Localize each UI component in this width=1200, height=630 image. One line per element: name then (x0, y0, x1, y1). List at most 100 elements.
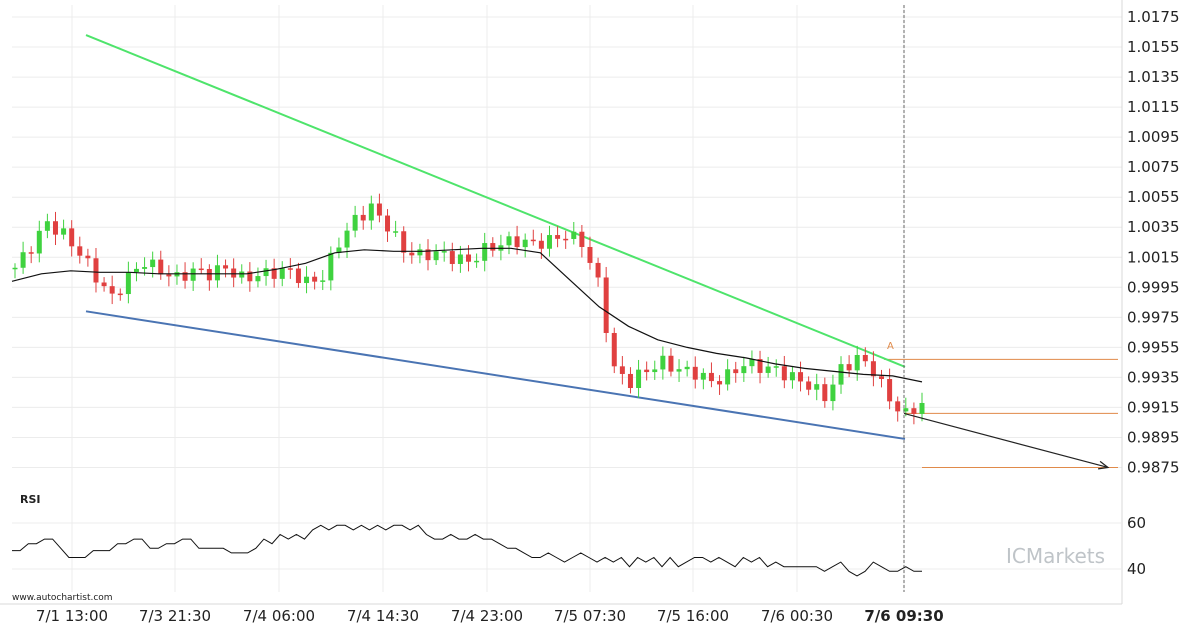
candle-body (506, 236, 512, 246)
candle-body (344, 230, 350, 248)
candle-body (441, 251, 447, 253)
candle-body (692, 366, 698, 380)
candle-body (166, 274, 172, 277)
rsi-panel: 60 40 (12, 514, 1146, 578)
y-tick-label: 0.9975 (1127, 308, 1180, 326)
watermark-brand: ICMarkets (1006, 544, 1105, 568)
candle-body (368, 203, 374, 221)
candle-body (733, 369, 739, 374)
candle-body (765, 366, 771, 373)
candle-body (563, 238, 569, 241)
candle-body (295, 268, 301, 284)
forecast-arrowhead (1098, 460, 1110, 470)
x-axis-ticks: 7/1 13:00 7/3 21:30 7/4 06:00 7/4 14:30 7/4 … (36, 607, 944, 625)
candle-body (417, 249, 423, 256)
candle-body (142, 267, 148, 269)
candle-body (304, 276, 310, 284)
candle-body (433, 251, 439, 261)
candle-body (158, 259, 164, 275)
candle-body (538, 240, 544, 249)
x-tick-label: 7/4 23:00 (451, 607, 523, 625)
candle-body (571, 231, 577, 239)
y-tick-label: 0.9955 (1127, 338, 1180, 356)
candle-body (190, 268, 196, 281)
candle-body (312, 276, 318, 282)
candle-body (789, 372, 795, 381)
candle-body (239, 271, 245, 278)
candle-body (409, 252, 415, 256)
y-tick-label: 0.9895 (1127, 428, 1180, 446)
candle-body (150, 259, 156, 268)
candle-body (781, 366, 787, 381)
candle-body (287, 268, 293, 270)
y-tick-label: 0.9875 (1127, 458, 1180, 476)
candle-body (44, 221, 50, 231)
candle-body (336, 247, 342, 253)
candle-body (741, 366, 747, 374)
y-tick-label: 1.0175 (1127, 8, 1180, 26)
candle-body (546, 235, 552, 249)
x-tick-label: 7/5 16:00 (657, 607, 729, 625)
y-tick-label: 1.0055 (1127, 188, 1180, 206)
candle-body (514, 236, 520, 248)
candle-body (263, 268, 269, 277)
candle-body (255, 276, 261, 282)
x-tick-label: 7/4 14:30 (347, 607, 419, 625)
candle-body (52, 221, 58, 235)
candle-body (69, 228, 75, 247)
candle-body (668, 355, 674, 372)
candle-body (595, 262, 601, 278)
candle-body (684, 366, 690, 370)
candle-body (36, 230, 42, 254)
candle-body (12, 267, 18, 270)
y-tick-label: 1.0095 (1127, 128, 1180, 146)
candle-body (271, 268, 277, 279)
candle-body (182, 272, 188, 281)
candle-body (660, 355, 666, 370)
candle-body (490, 243, 496, 251)
y-tick-label: 1.0115 (1127, 98, 1180, 116)
x-tick-label: 7/4 06:00 (243, 607, 315, 625)
candle-body (20, 252, 26, 268)
candle-body (360, 214, 366, 221)
y-tick-label: 0.9915 (1127, 398, 1180, 416)
candle-body (773, 366, 779, 368)
candle-body (482, 243, 488, 261)
candle-body (627, 373, 633, 388)
y-tick-label: 0.9995 (1127, 278, 1180, 296)
rsi-label: RSI (20, 493, 41, 506)
candle-body (587, 246, 593, 263)
candle-body (717, 381, 723, 385)
candle-body (700, 372, 706, 380)
candle-body (555, 235, 561, 239)
candle-body (206, 268, 212, 281)
candle-body (401, 231, 407, 253)
candle-body (198, 268, 204, 271)
candle-body (117, 293, 123, 296)
candle-body (814, 384, 820, 390)
grid (12, 5, 1122, 592)
candle-body (28, 252, 34, 254)
candle-body (77, 246, 83, 256)
candle-body (376, 203, 382, 216)
y-axis-ticks: 1.0175 1.0155 1.0135 1.0115 1.0095 1.0075 1.00… (1127, 8, 1180, 476)
candle-body (798, 372, 804, 382)
y-tick-label: 1.0075 (1127, 158, 1180, 176)
candle-body (879, 376, 885, 380)
rsi-line (12, 524, 922, 577)
marker-label: A (887, 341, 894, 352)
y-tick-label: 1.0135 (1127, 68, 1180, 86)
x-tick-label: 7/1 13:00 (36, 607, 108, 625)
candle-body (757, 359, 763, 373)
candle-body (806, 381, 812, 390)
x-tick-label: 7/5 07:30 (554, 607, 626, 625)
candle-body (466, 254, 471, 262)
candle-body (887, 379, 893, 402)
candle-body (611, 332, 617, 367)
y-tick-label: 1.0155 (1127, 38, 1180, 56)
candle-body (133, 268, 139, 273)
candlesticks (12, 193, 925, 425)
candle-body (838, 364, 844, 385)
candle-body (320, 280, 326, 282)
moving-average (11, 247, 923, 383)
